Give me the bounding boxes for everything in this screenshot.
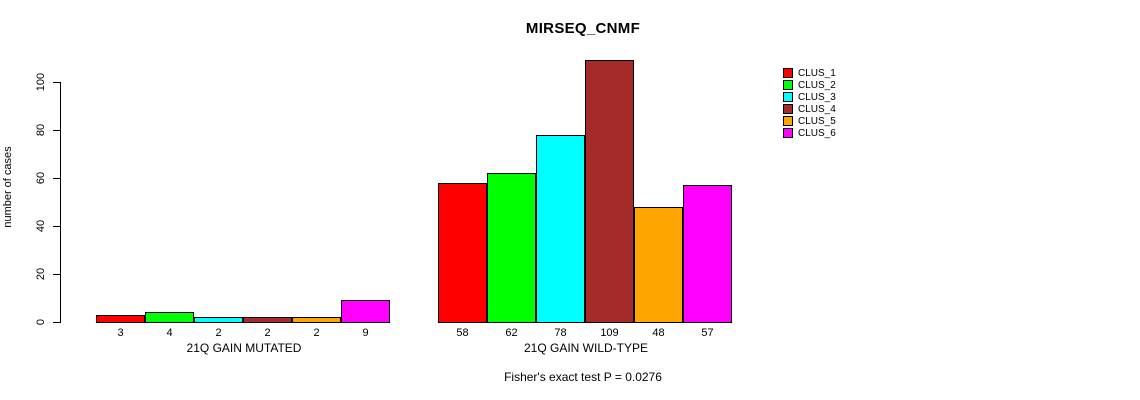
bar-clus_3-mutated	[194, 317, 243, 323]
bar-clus_3-wild-type	[536, 135, 585, 323]
legend-swatch-clus_5	[783, 116, 793, 126]
bar-clus_5-mutated	[292, 317, 341, 323]
bar-clus_6-mutated	[341, 300, 390, 323]
legend-label: CLUS_6	[798, 128, 836, 139]
legend-swatch-clus_1	[783, 68, 793, 78]
y-tick-mark	[53, 178, 60, 179]
legend-row-clus_6: CLUS_6	[783, 128, 903, 140]
y-axis-line	[60, 82, 61, 323]
y-tick-mark	[53, 322, 60, 323]
y-tick-label: 100	[35, 72, 47, 92]
bar-value-label: 2	[264, 327, 271, 339]
bar-clus_1-mutated	[96, 315, 145, 323]
legend-label: CLUS_3	[798, 92, 836, 103]
bar-value-label: 3	[117, 327, 124, 339]
bar-clus_2-mutated	[145, 312, 194, 323]
bar-value-label: 48	[652, 327, 665, 339]
legend-swatch-clus_4	[783, 104, 793, 114]
bar-clus_2-wild-type	[487, 173, 536, 323]
bar-value-label: 9	[362, 327, 369, 339]
y-tick-mark	[53, 82, 60, 83]
bar-value-label: 4	[166, 327, 173, 339]
legend-row-clus_2: CLUS_2	[783, 80, 903, 92]
bar-value-label: 2	[215, 327, 222, 339]
legend-label: CLUS_1	[798, 68, 836, 79]
legend-row-clus_3: CLUS_3	[783, 92, 903, 104]
y-tick-label: 80	[35, 123, 47, 137]
y-tick-label: 0	[35, 318, 47, 326]
group-label-mutated: 21Q GAIN MUTATED	[186, 341, 302, 355]
legend-row-clus_5: CLUS_5	[783, 116, 903, 128]
y-tick-label: 60	[35, 171, 47, 185]
legend-row-clus_1: CLUS_1	[783, 68, 903, 80]
bar-clus_5-wild-type	[634, 207, 683, 323]
legend-swatch-clus_6	[783, 128, 793, 138]
legend-label: CLUS_2	[798, 80, 836, 91]
y-tick-mark	[53, 130, 60, 131]
bar-value-label: 58	[456, 327, 469, 339]
bar-value-label: 57	[701, 327, 714, 339]
bar-clus_6-wild-type	[683, 185, 732, 323]
legend-label: CLUS_5	[798, 116, 836, 127]
group-label-wild-type: 21Q GAIN WILD-TYPE	[523, 341, 649, 355]
y-tick-mark	[53, 274, 60, 275]
y-tick-mark	[53, 226, 60, 227]
bar-value-label: 62	[505, 327, 518, 339]
bar-clus_4-wild-type	[585, 60, 634, 323]
chart-title: MIRSEQ_CNMF	[525, 20, 641, 37]
bar-clus_4-mutated	[243, 317, 292, 323]
legend-swatch-clus_3	[783, 92, 793, 102]
legend-swatch-clus_2	[783, 80, 793, 90]
legend-label: CLUS_4	[798, 104, 836, 115]
bar-value-label: 109	[600, 327, 619, 339]
y-axis-label: number of cases	[2, 146, 14, 228]
y-tick-label: 40	[35, 219, 47, 233]
y-tick-label: 20	[35, 267, 47, 281]
bar-value-label: 78	[554, 327, 567, 339]
bar-clus_1-wild-type	[438, 183, 487, 323]
fisher-test-footnote: Fisher's exact test P = 0.0276	[504, 370, 662, 384]
legend-row-clus_4: CLUS_4	[783, 104, 903, 116]
bar-value-label: 2	[313, 327, 320, 339]
